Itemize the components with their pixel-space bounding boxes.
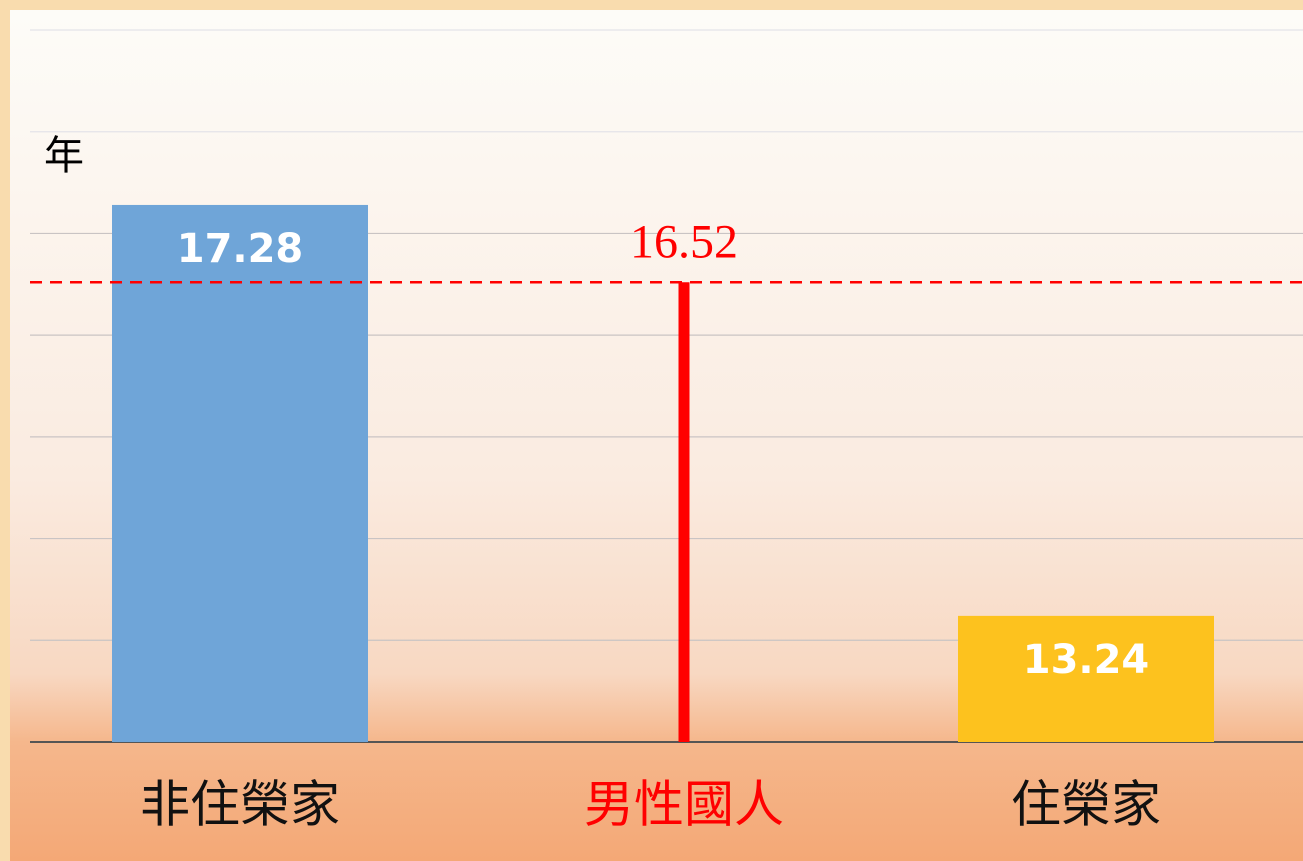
data-label: 16.52 bbox=[630, 215, 738, 268]
x-tick-label: 男性國人 bbox=[584, 776, 784, 834]
x-tick-label: 非住榮家 bbox=[140, 776, 340, 834]
bar bbox=[958, 615, 1214, 742]
y-unit-label: 年 bbox=[44, 133, 84, 179]
bar bbox=[112, 204, 368, 742]
data-label: 13.24 bbox=[1023, 637, 1150, 683]
data-label: 17.28 bbox=[177, 226, 304, 272]
x-tick-label: 住榮家 bbox=[1011, 776, 1161, 834]
